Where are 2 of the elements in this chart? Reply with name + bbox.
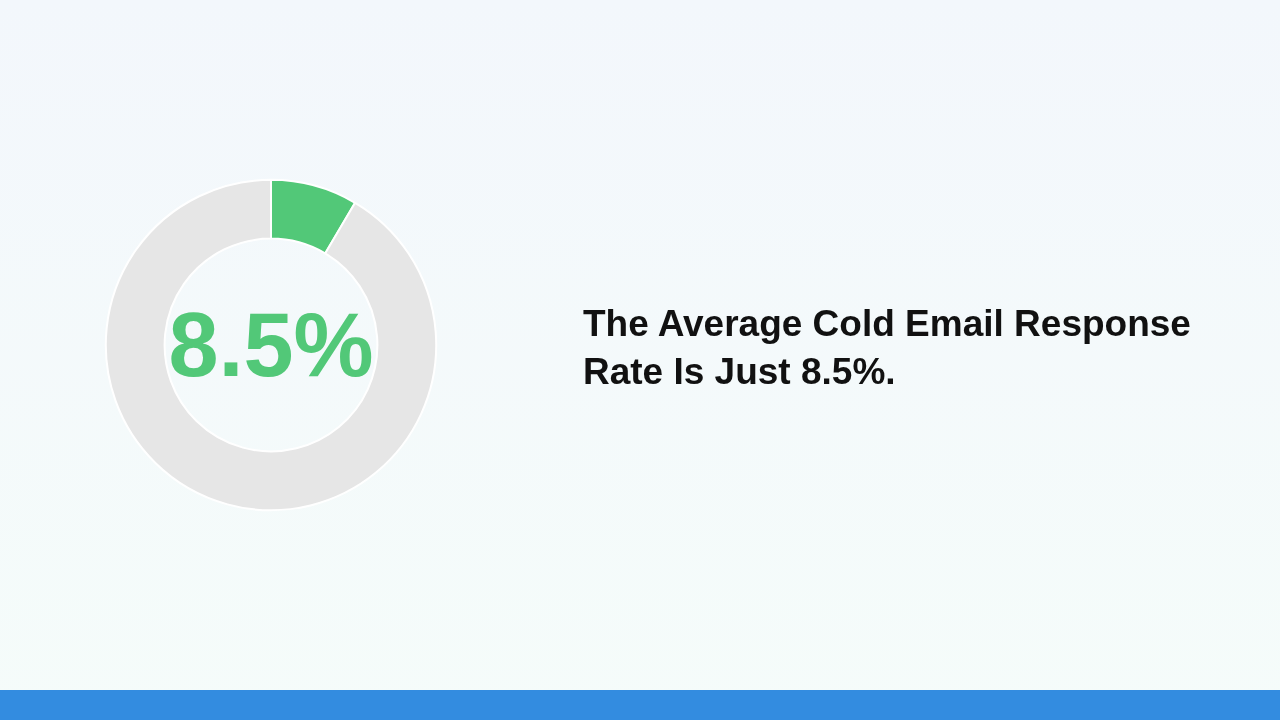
text: The Average Cold Email Response Rate Is Just 8.5%.	[583, 302, 1192, 395]
text: 8.5%	[168, 295, 374, 395]
